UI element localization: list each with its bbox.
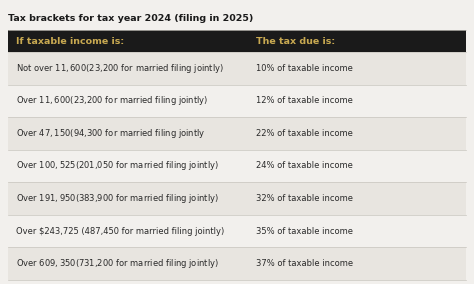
Text: Tax brackets for tax year 2024 (filing in 2025): Tax brackets for tax year 2024 (filing i… bbox=[8, 14, 254, 23]
Text: Over $243,725 (487,450 for married filing jointly): Over $243,725 (487,450 for married filin… bbox=[16, 227, 224, 236]
Text: Over $100,525 ($201,050 for married filing jointly): Over $100,525 ($201,050 for married fili… bbox=[16, 160, 219, 172]
Text: 35% of taxable income: 35% of taxable income bbox=[256, 227, 353, 236]
Text: 24% of taxable income: 24% of taxable income bbox=[256, 162, 353, 170]
Text: 12% of taxable income: 12% of taxable income bbox=[256, 96, 353, 105]
Bar bbox=[8, 182, 466, 215]
Bar bbox=[8, 30, 466, 52]
Text: Over $11,600 ($23,200 for married filing jointly): Over $11,600 ($23,200 for married filing… bbox=[16, 94, 208, 107]
Bar bbox=[8, 52, 466, 85]
Bar bbox=[8, 247, 466, 280]
Text: Over $609,350 ($731,200 for married filing jointly): Over $609,350 ($731,200 for married fili… bbox=[16, 257, 219, 270]
Text: Over $47,150 ($94,300 for married filing jointly: Over $47,150 ($94,300 for married filing… bbox=[16, 127, 205, 140]
Text: 22% of taxable income: 22% of taxable income bbox=[256, 129, 353, 138]
Text: 37% of taxable income: 37% of taxable income bbox=[256, 259, 353, 268]
Text: The tax due is:: The tax due is: bbox=[256, 37, 335, 45]
Text: If taxable income is:: If taxable income is: bbox=[16, 37, 124, 45]
Bar bbox=[8, 215, 466, 247]
Text: 32% of taxable income: 32% of taxable income bbox=[256, 194, 353, 203]
Bar bbox=[8, 150, 466, 182]
Bar bbox=[8, 117, 466, 150]
Text: Over $191,950 ($383,900 for married filing jointly): Over $191,950 ($383,900 for married fili… bbox=[16, 192, 219, 205]
Bar bbox=[8, 85, 466, 117]
Text: Not over $11,600 ($23,200 for married filing jointly): Not over $11,600 ($23,200 for married fi… bbox=[16, 62, 224, 75]
Text: 10% of taxable income: 10% of taxable income bbox=[256, 64, 353, 73]
